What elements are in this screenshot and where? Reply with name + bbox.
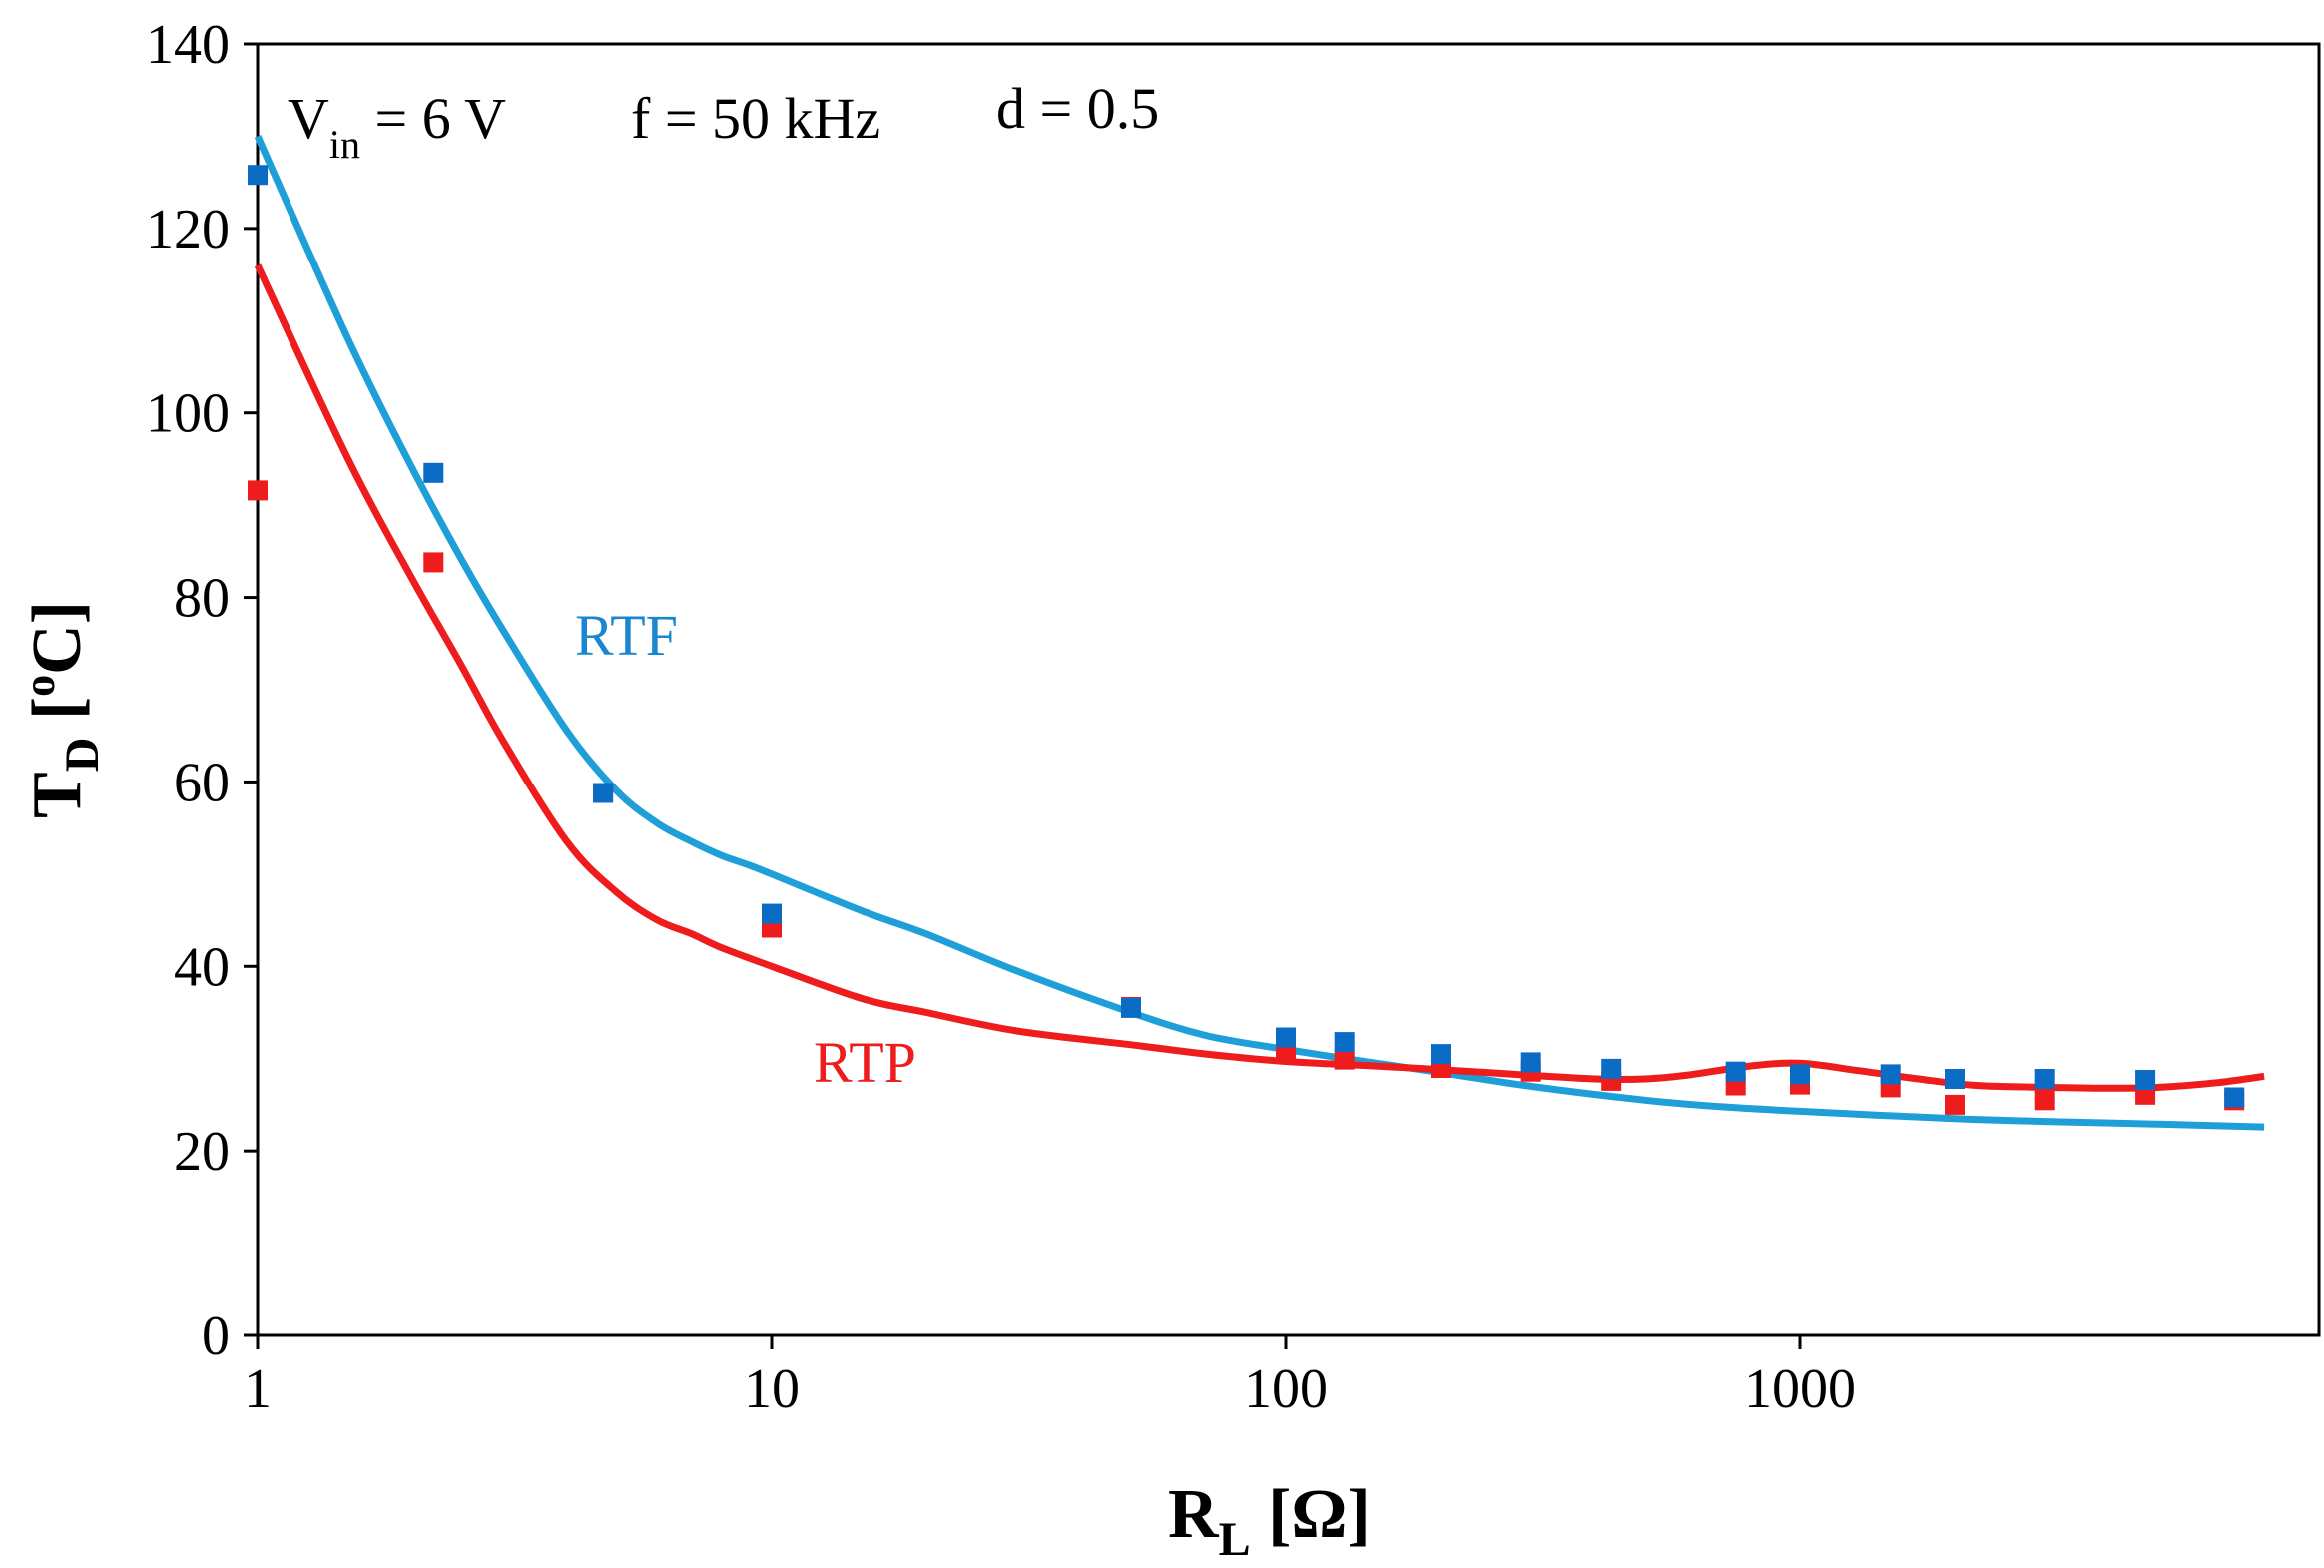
y-tick-label: 120	[146, 199, 230, 261]
fit-curves	[254, 134, 2265, 1131]
y-tick-label: 80	[174, 568, 230, 630]
marker-rtp	[1945, 1094, 1965, 1115]
marker-rtf	[762, 903, 782, 924]
marker-rtf	[1431, 1044, 1451, 1065]
series-label-rtf: RTF	[575, 603, 678, 668]
marker-rtf	[1725, 1061, 1746, 1082]
marker-rtf	[1121, 997, 1141, 1018]
data-markers	[248, 165, 2245, 1115]
marker-rtf	[1520, 1052, 1541, 1073]
y-axis-title: TD [oC]	[15, 601, 109, 818]
x-axis-ticks: 1 10 100 1000	[244, 1335, 1856, 1420]
marker-rtf	[1880, 1064, 1901, 1085]
y-tick-label: 20	[174, 1121, 230, 1183]
marker-rtp	[423, 552, 444, 573]
x-axis-title-unit: [Ω]	[1251, 1476, 1371, 1553]
marker-rtf	[2135, 1070, 2156, 1090]
frequency-annotation: f = 50 kHz	[631, 86, 880, 151]
marker-rtf	[423, 462, 444, 483]
marker-rtf	[248, 165, 268, 186]
marker-rtf	[2224, 1087, 2245, 1108]
marker-rtf	[1276, 1027, 1296, 1048]
marker-rtp	[2034, 1090, 2055, 1111]
marker-rtf	[593, 783, 614, 803]
vin-annotation: Vin = 6 V	[288, 86, 506, 167]
y-axis-title-unit-open: [	[19, 697, 96, 738]
y-axis-title-main: T	[19, 772, 96, 818]
x-tick-label: 1	[244, 1358, 272, 1420]
marker-rtf	[1601, 1058, 1622, 1079]
y-tick-label: 40	[174, 936, 230, 998]
duty-annotation: d = 0.5	[996, 76, 1159, 141]
x-axis-title-main: R	[1168, 1476, 1220, 1553]
curve-rtf	[254, 134, 2265, 1131]
marker-rtf	[1945, 1069, 1965, 1089]
marker-rtf	[1334, 1032, 1355, 1053]
series-label-rtp: RTP	[814, 1030, 916, 1095]
x-tick-label: 10	[744, 1358, 800, 1420]
marker-rtp	[1276, 1044, 1296, 1065]
marker-rtf	[1790, 1064, 1810, 1085]
y-axis-title-sub: D	[56, 738, 109, 773]
y-tick-label: 60	[174, 752, 230, 813]
vin-rest: = 6 V	[360, 86, 506, 151]
y-tick-label: 0	[202, 1306, 230, 1367]
y-tick-label: 140	[146, 14, 230, 76]
marker-rtp	[1334, 1049, 1355, 1070]
marker-rtf	[2034, 1069, 2055, 1089]
curve-rtp	[254, 263, 2265, 1092]
plot-area	[256, 42, 2321, 1337]
x-tick-label: 100	[1244, 1358, 1328, 1420]
y-axis-ticks: 0 20 40 60 80 100 120 140	[146, 14, 258, 1367]
x-tick-label: 1000	[1744, 1358, 1856, 1420]
y-axis-title-unit-sup: o	[15, 675, 64, 697]
vin-sub: in	[329, 122, 360, 167]
x-axis-title: RL [Ω]	[1168, 1476, 1371, 1566]
y-axis-title-unit-close: C]	[19, 601, 96, 675]
x-axis-title-sub: L	[1219, 1513, 1251, 1566]
y-tick-label: 100	[146, 383, 230, 445]
vin-main: V	[288, 86, 329, 151]
marker-rtp	[248, 480, 268, 501]
